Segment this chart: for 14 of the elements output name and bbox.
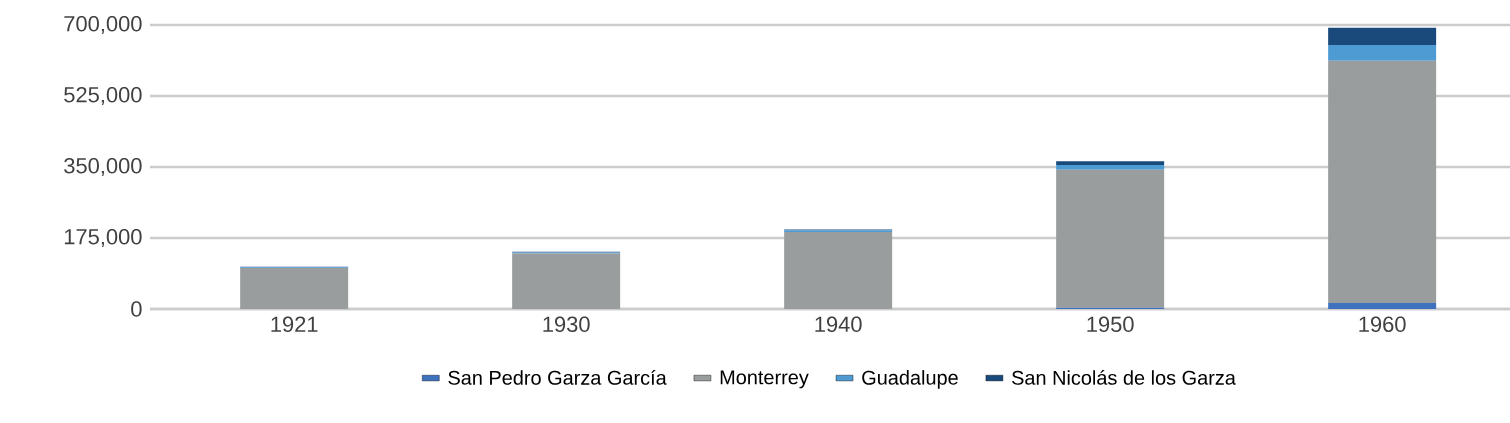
y-tick-label: 700,000	[64, 15, 142, 35]
x-tick-label: 1921	[271, 316, 318, 333]
legend-label: San Nicolás de los Garza	[1012, 369, 1236, 385]
y-tick-label: 0	[131, 301, 142, 317]
legend-label: Monterrey	[720, 370, 809, 389]
x-tick-label: 1950	[1087, 316, 1134, 333]
x-tick-label: 1960	[1359, 316, 1406, 333]
y-tick-label: 350,000	[64, 157, 142, 177]
y-tick-label: 525,000	[64, 86, 142, 106]
legend-label: Guadalupe	[862, 370, 958, 389]
y-tick-label: 175,000	[64, 228, 142, 248]
legend-label: San Pedro Garza García	[448, 369, 667, 385]
x-tick-label: 1940	[815, 316, 862, 333]
x-tick-label: 1930	[543, 316, 590, 333]
